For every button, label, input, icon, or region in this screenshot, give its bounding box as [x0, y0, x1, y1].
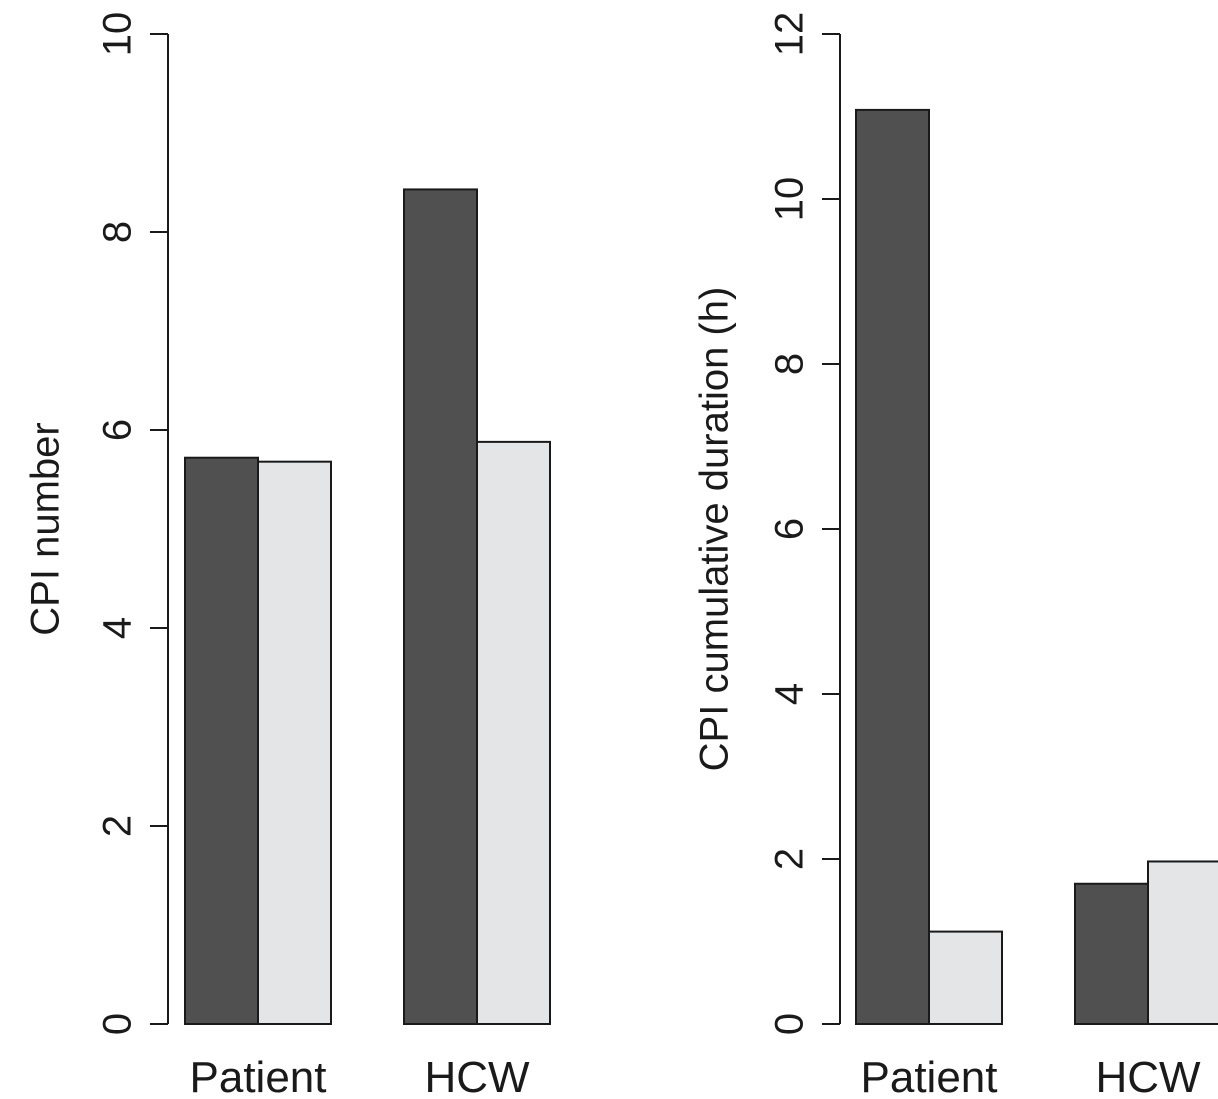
y-tick-label: 2	[768, 848, 812, 870]
bar-hcw-series-2	[1147, 860, 1218, 1025]
bar-patient-series-2	[257, 460, 332, 1025]
y-tick-label: 6	[96, 419, 140, 441]
y-axis-label: CPI cumulative duration (h)	[693, 287, 737, 772]
y-tick-label: 8	[768, 353, 812, 375]
bar-patient-series-2	[928, 930, 1003, 1025]
y-tick-label: 10	[96, 12, 140, 57]
y-tick-label: 2	[96, 815, 140, 837]
y-tick-label: 6	[768, 518, 812, 540]
y-tick-label: 4	[96, 617, 140, 639]
y-axis-label: CPI number	[24, 422, 68, 635]
x-category-label: Patient	[861, 1053, 998, 1099]
x-category-label: HCW	[424, 1053, 530, 1099]
bar-hcw-series-1	[403, 188, 478, 1025]
y-tick-label: 0	[768, 1013, 812, 1035]
bar-patient-series-1	[855, 108, 930, 1025]
cpi-number-chart: 0 2 4 6 8 10 CPI number Patient HCW	[24, 12, 551, 1099]
y-tick-label: 10	[768, 177, 812, 222]
y-tick-label: 4	[768, 683, 812, 705]
bar-hcw-series-1	[1074, 882, 1149, 1025]
bar-patient-series-1	[184, 456, 259, 1026]
cpi-duration-chart: 0 2 4 6 8 10 12 CPI cumulative duration (h) Pati…	[693, 12, 1218, 1099]
x-category-label: HCW	[1095, 1053, 1201, 1099]
y-tick-label: 0	[96, 1013, 140, 1035]
x-category-label: Patient	[190, 1053, 327, 1099]
y-tick-label: 8	[96, 221, 140, 243]
bar-hcw-series-2	[476, 440, 551, 1025]
y-tick-label: 12	[768, 12, 812, 57]
